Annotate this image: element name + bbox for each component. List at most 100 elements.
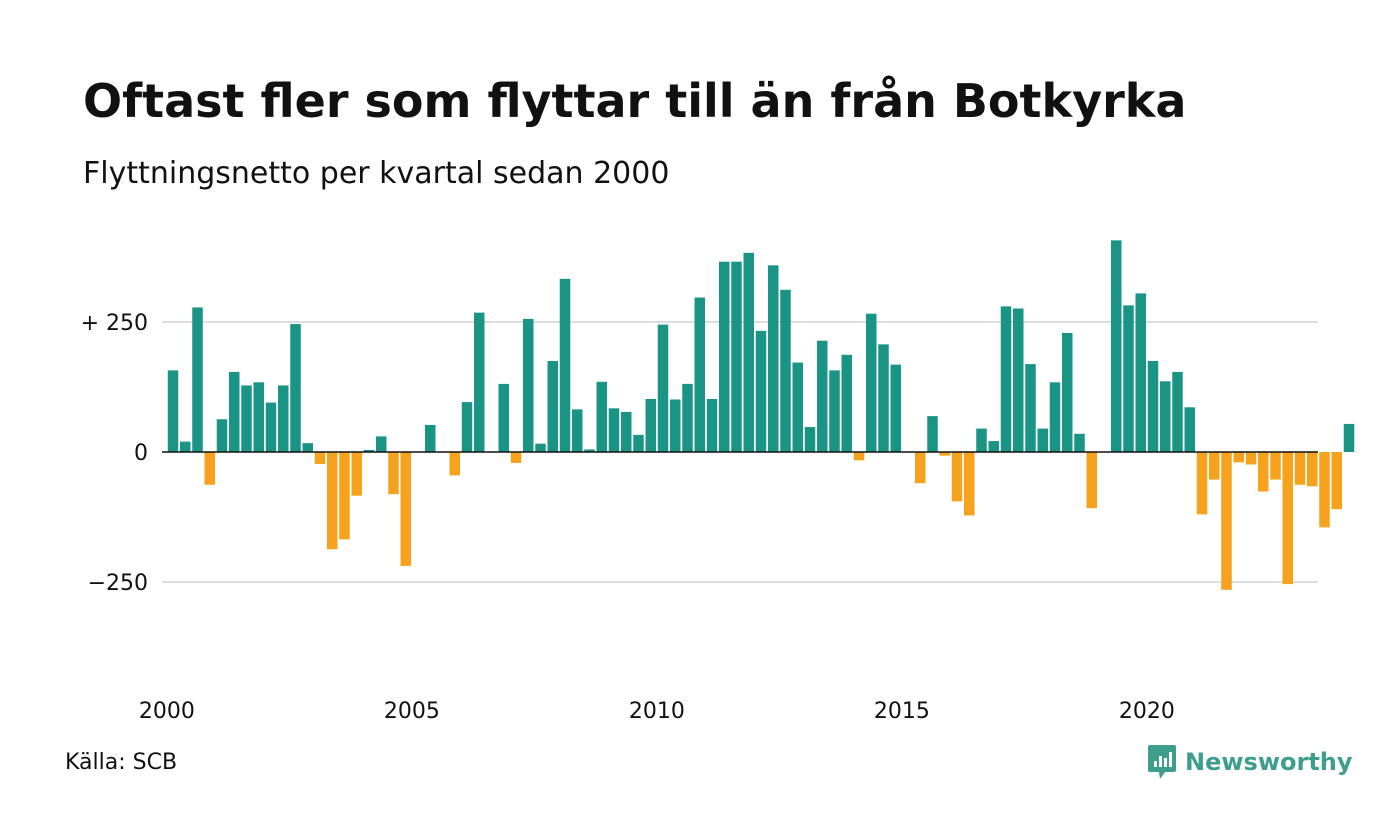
x-tick-label: 2015	[874, 699, 930, 724]
bar-positive	[363, 449, 375, 452]
bar-negative	[510, 452, 522, 463]
bar-negative	[1282, 452, 1293, 585]
bar-negative	[1319, 452, 1330, 528]
bar-negative	[204, 452, 215, 485]
bar-positive	[376, 436, 387, 452]
newsworthy-logo: Newsworthy	[1147, 742, 1353, 782]
bar-positive	[780, 289, 791, 452]
bar-positive	[719, 261, 730, 452]
bar-positive	[829, 370, 840, 452]
y-tick-label: + 250	[81, 311, 148, 336]
bar-positive	[1037, 428, 1048, 452]
bar-positive	[682, 383, 693, 452]
bar-negative	[1196, 452, 1208, 515]
bar-positive	[1184, 407, 1195, 452]
bar-positive	[657, 324, 669, 452]
axes: + 250 0 −250 2000 2005 2010 2015 2020	[81, 311, 1318, 724]
bar-positive	[1147, 361, 1159, 452]
bar-positive	[584, 449, 595, 452]
bar-negative	[1221, 452, 1232, 590]
bar-negative	[449, 452, 460, 476]
bar-positive	[792, 362, 803, 452]
bars	[167, 240, 1355, 590]
bar-positive	[645, 398, 656, 452]
bar-negative	[1307, 452, 1318, 487]
y-tick-label: 0	[134, 441, 148, 466]
chart-subtitle: Flyttningsnetto per kvartal sedan 2000	[83, 156, 670, 191]
bar-positive	[229, 371, 240, 452]
bar-positive	[253, 382, 264, 452]
bar-positive	[559, 278, 571, 452]
bar-positive	[1123, 305, 1134, 452]
bar-positive	[523, 318, 534, 452]
bar-positive	[633, 434, 644, 452]
chart-title: Oftast fler som flyttar till än från Bot…	[83, 74, 1187, 128]
x-tick-label: 2020	[1119, 699, 1175, 724]
bar-positive	[621, 411, 632, 452]
chat-bubble-bar-chart-icon	[1148, 745, 1176, 779]
bar-positive	[755, 330, 767, 452]
bar-positive	[1013, 308, 1024, 452]
bar-positive	[498, 383, 509, 452]
bar-positive	[425, 424, 436, 452]
bar-positive	[1111, 240, 1122, 452]
bar-negative	[939, 452, 950, 456]
bar-negative	[1209, 452, 1220, 480]
x-tick-label: 2010	[629, 699, 685, 724]
bar-positive	[241, 385, 252, 452]
bar-positive	[535, 443, 546, 452]
bar-positive	[290, 324, 301, 452]
bar-negative	[1245, 452, 1257, 465]
bar-positive	[743, 252, 754, 452]
bar-negative	[915, 452, 926, 484]
bar-positive	[192, 307, 203, 452]
x-tick-label: 2000	[139, 699, 195, 724]
bar-positive	[572, 409, 583, 452]
bar-positive	[890, 364, 901, 452]
bar-positive	[1172, 371, 1183, 452]
y-tick-label: −250	[88, 571, 148, 596]
x-tick-label: 2005	[384, 699, 440, 724]
bar-negative	[1258, 452, 1269, 492]
bar-positive	[1025, 364, 1036, 452]
bar-negative	[1086, 452, 1097, 509]
bar-positive	[1000, 306, 1012, 452]
bar-positive	[216, 419, 228, 452]
bar-negative	[1233, 452, 1244, 463]
bar-positive	[1049, 382, 1061, 452]
bar-positive	[694, 297, 705, 452]
bar-positive	[608, 408, 620, 452]
bar-positive	[474, 312, 485, 452]
bar-positive	[866, 313, 877, 452]
bar-positive	[1135, 293, 1146, 452]
bar-positive	[768, 265, 779, 452]
bar-negative	[400, 452, 411, 566]
bar-positive	[596, 381, 607, 452]
bar-negative	[951, 452, 963, 502]
source-note: Källa: SCB	[65, 750, 178, 775]
bar-positive	[988, 441, 999, 452]
bar-negative	[853, 452, 865, 461]
bar-negative	[1294, 452, 1306, 485]
bar-positive	[1160, 381, 1171, 452]
bar-positive	[670, 399, 681, 452]
bar-positive	[976, 428, 987, 452]
bar-positive	[927, 416, 938, 452]
bar-positive	[547, 361, 558, 452]
bar-positive	[706, 398, 718, 452]
bar-negative	[1331, 452, 1342, 510]
bar-positive	[841, 354, 852, 452]
bar-positive	[278, 385, 289, 452]
bar-positive	[1343, 423, 1355, 452]
bar-negative	[314, 452, 326, 464]
bar-positive	[265, 402, 277, 452]
bar-positive	[1074, 433, 1085, 452]
bar-positive	[167, 370, 179, 452]
brand-name: Newsworthy	[1185, 748, 1353, 776]
bar-positive	[731, 261, 742, 452]
bar-negative	[339, 452, 350, 540]
bar-negative	[351, 452, 362, 496]
bar-negative	[964, 452, 975, 516]
bar-positive	[817, 340, 828, 452]
